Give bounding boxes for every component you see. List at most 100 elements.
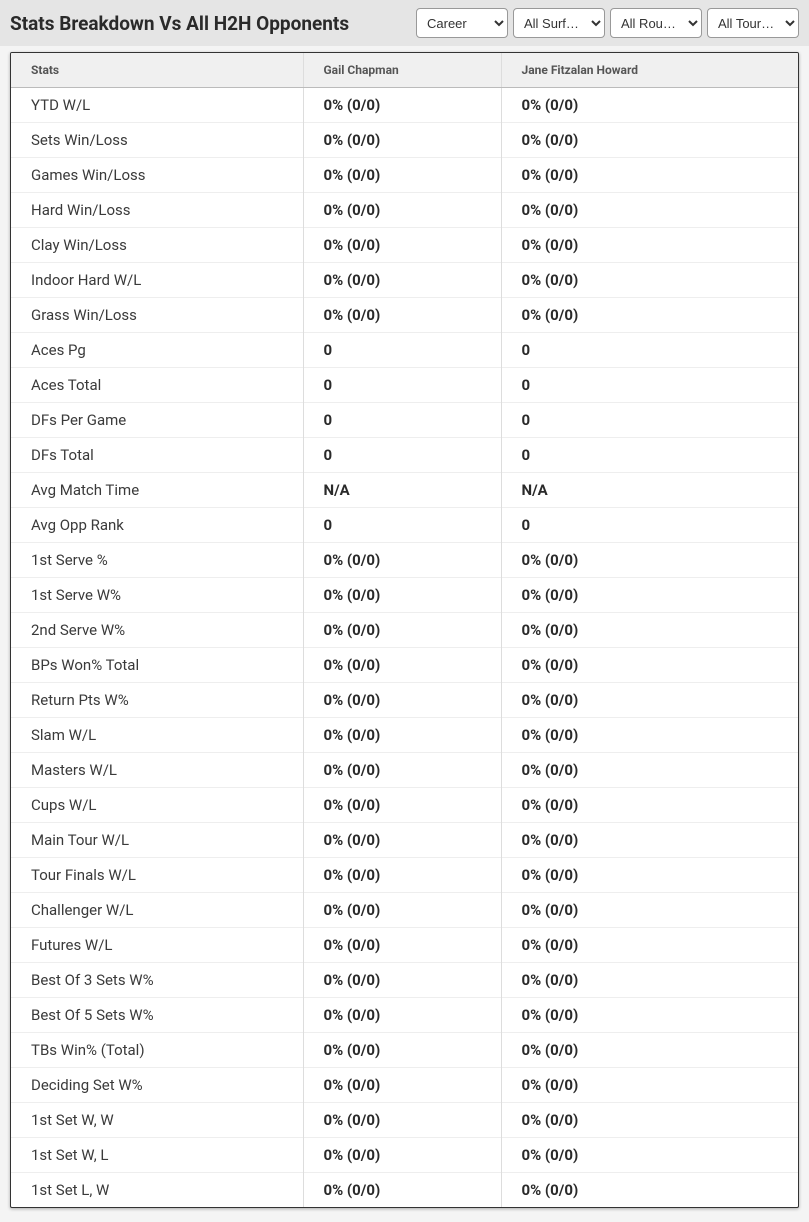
- table-body: YTD W/L0% (0/0)0% (0/0)Sets Win/Loss0% (…: [11, 88, 798, 1208]
- table-row: 2nd Serve W%0% (0/0)0% (0/0): [11, 613, 798, 648]
- table-row: Aces Pg00: [11, 333, 798, 368]
- stat-value: 0: [501, 438, 798, 473]
- stat-value: 0: [303, 438, 501, 473]
- stat-value: 0% (0/0): [303, 648, 501, 683]
- career-filter[interactable]: Career: [416, 8, 508, 38]
- stats-table-container: Stats Gail Chapman Jane Fitzalan Howard …: [10, 52, 799, 1208]
- stat-label: Aces Total: [11, 368, 303, 403]
- stat-value: 0: [501, 368, 798, 403]
- stat-label: Sets Win/Loss: [11, 123, 303, 158]
- table-wrap: Stats Gail Chapman Jane Fitzalan Howard …: [0, 46, 809, 1222]
- round-filter[interactable]: All Rou…: [610, 8, 702, 38]
- stat-value: 0% (0/0): [303, 1173, 501, 1208]
- stat-label: 1st Set L, W: [11, 1173, 303, 1208]
- stat-value: 0: [501, 333, 798, 368]
- stat-label: Best Of 3 Sets W%: [11, 963, 303, 998]
- stat-value: 0% (0/0): [303, 1138, 501, 1173]
- stat-label: Cups W/L: [11, 788, 303, 823]
- stat-value: 0% (0/0): [303, 193, 501, 228]
- table-row: 1st Set L, W0% (0/0)0% (0/0): [11, 1173, 798, 1208]
- table-row: Avg Match TimeN/AN/A: [11, 473, 798, 508]
- stat-value: 0% (0/0): [501, 753, 798, 788]
- stat-value: 0% (0/0): [501, 718, 798, 753]
- stat-value: 0% (0/0): [501, 893, 798, 928]
- stat-value: 0% (0/0): [501, 648, 798, 683]
- table-row: Hard Win/Loss0% (0/0)0% (0/0): [11, 193, 798, 228]
- stat-label: Masters W/L: [11, 753, 303, 788]
- stat-label: DFs Per Game: [11, 403, 303, 438]
- stat-value: 0% (0/0): [303, 893, 501, 928]
- stat-label: BPs Won% Total: [11, 648, 303, 683]
- col-player1: Gail Chapman: [303, 53, 501, 88]
- stat-value: 0% (0/0): [501, 1173, 798, 1208]
- table-row: Challenger W/L0% (0/0)0% (0/0): [11, 893, 798, 928]
- stat-value: 0: [303, 333, 501, 368]
- stat-label: Best Of 5 Sets W%: [11, 998, 303, 1033]
- table-row: Slam W/L0% (0/0)0% (0/0): [11, 718, 798, 753]
- table-row: Indoor Hard W/L0% (0/0)0% (0/0): [11, 263, 798, 298]
- stat-label: YTD W/L: [11, 88, 303, 123]
- stat-value: 0% (0/0): [303, 613, 501, 648]
- table-row: Main Tour W/L0% (0/0)0% (0/0): [11, 823, 798, 858]
- stat-label: Aces Pg: [11, 333, 303, 368]
- col-stats: Stats: [11, 53, 303, 88]
- stat-value: 0% (0/0): [501, 228, 798, 263]
- stat-value: 0: [303, 508, 501, 543]
- stat-value: 0% (0/0): [303, 578, 501, 613]
- table-row: Cups W/L0% (0/0)0% (0/0): [11, 788, 798, 823]
- stat-value: 0% (0/0): [303, 788, 501, 823]
- stat-value: 0% (0/0): [303, 858, 501, 893]
- tour-filter[interactable]: All Tour…: [707, 8, 799, 38]
- stat-value: 0% (0/0): [501, 788, 798, 823]
- stat-value: 0% (0/0): [303, 123, 501, 158]
- stat-label: Deciding Set W%: [11, 1068, 303, 1103]
- stat-label: Tour Finals W/L: [11, 858, 303, 893]
- stat-label: 1st Set W, W: [11, 1103, 303, 1138]
- table-row: Masters W/L0% (0/0)0% (0/0): [11, 753, 798, 788]
- stat-value: 0% (0/0): [303, 718, 501, 753]
- stat-value: 0% (0/0): [501, 298, 798, 333]
- stat-value: 0% (0/0): [501, 88, 798, 123]
- table-row: 1st Serve %0% (0/0)0% (0/0): [11, 543, 798, 578]
- table-row: Return Pts W%0% (0/0)0% (0/0): [11, 683, 798, 718]
- stat-value: 0% (0/0): [501, 823, 798, 858]
- table-row: DFs Per Game00: [11, 403, 798, 438]
- stat-value: 0: [501, 403, 798, 438]
- stat-value: 0% (0/0): [501, 963, 798, 998]
- table-row: 1st Set W, W0% (0/0)0% (0/0): [11, 1103, 798, 1138]
- stat-value: 0% (0/0): [303, 228, 501, 263]
- table-row: Tour Finals W/L0% (0/0)0% (0/0): [11, 858, 798, 893]
- stat-value: 0% (0/0): [303, 823, 501, 858]
- stat-label: 2nd Serve W%: [11, 613, 303, 648]
- stat-value: 0% (0/0): [501, 263, 798, 298]
- stat-value: 0% (0/0): [303, 1103, 501, 1138]
- stat-value: 0% (0/0): [501, 683, 798, 718]
- table-row: Sets Win/Loss0% (0/0)0% (0/0): [11, 123, 798, 158]
- stat-value: N/A: [501, 473, 798, 508]
- stat-value: 0% (0/0): [501, 578, 798, 613]
- stat-label: Indoor Hard W/L: [11, 263, 303, 298]
- table-row: DFs Total00: [11, 438, 798, 473]
- stat-value: 0: [303, 368, 501, 403]
- stat-value: 0% (0/0): [501, 928, 798, 963]
- stat-label: Main Tour W/L: [11, 823, 303, 858]
- stat-value: 0% (0/0): [501, 613, 798, 648]
- stat-label: Return Pts W%: [11, 683, 303, 718]
- stat-value: 0% (0/0): [303, 543, 501, 578]
- stat-label: Clay Win/Loss: [11, 228, 303, 263]
- table-row: TBs Win% (Total)0% (0/0)0% (0/0): [11, 1033, 798, 1068]
- stat-value: 0% (0/0): [303, 263, 501, 298]
- stat-value: 0% (0/0): [303, 928, 501, 963]
- stat-value: 0% (0/0): [501, 158, 798, 193]
- stat-value: 0% (0/0): [501, 1068, 798, 1103]
- stat-value: 0% (0/0): [501, 858, 798, 893]
- stat-value: 0% (0/0): [303, 1068, 501, 1103]
- surface-filter[interactable]: All Surf…: [513, 8, 605, 38]
- table-row: Futures W/L0% (0/0)0% (0/0): [11, 928, 798, 963]
- stat-value: 0% (0/0): [303, 1033, 501, 1068]
- stat-value: 0% (0/0): [501, 1138, 798, 1173]
- table-row: Avg Opp Rank00: [11, 508, 798, 543]
- table-row: Deciding Set W%0% (0/0)0% (0/0): [11, 1068, 798, 1103]
- page-title: Stats Breakdown Vs All H2H Opponents: [10, 12, 408, 35]
- stat-label: Slam W/L: [11, 718, 303, 753]
